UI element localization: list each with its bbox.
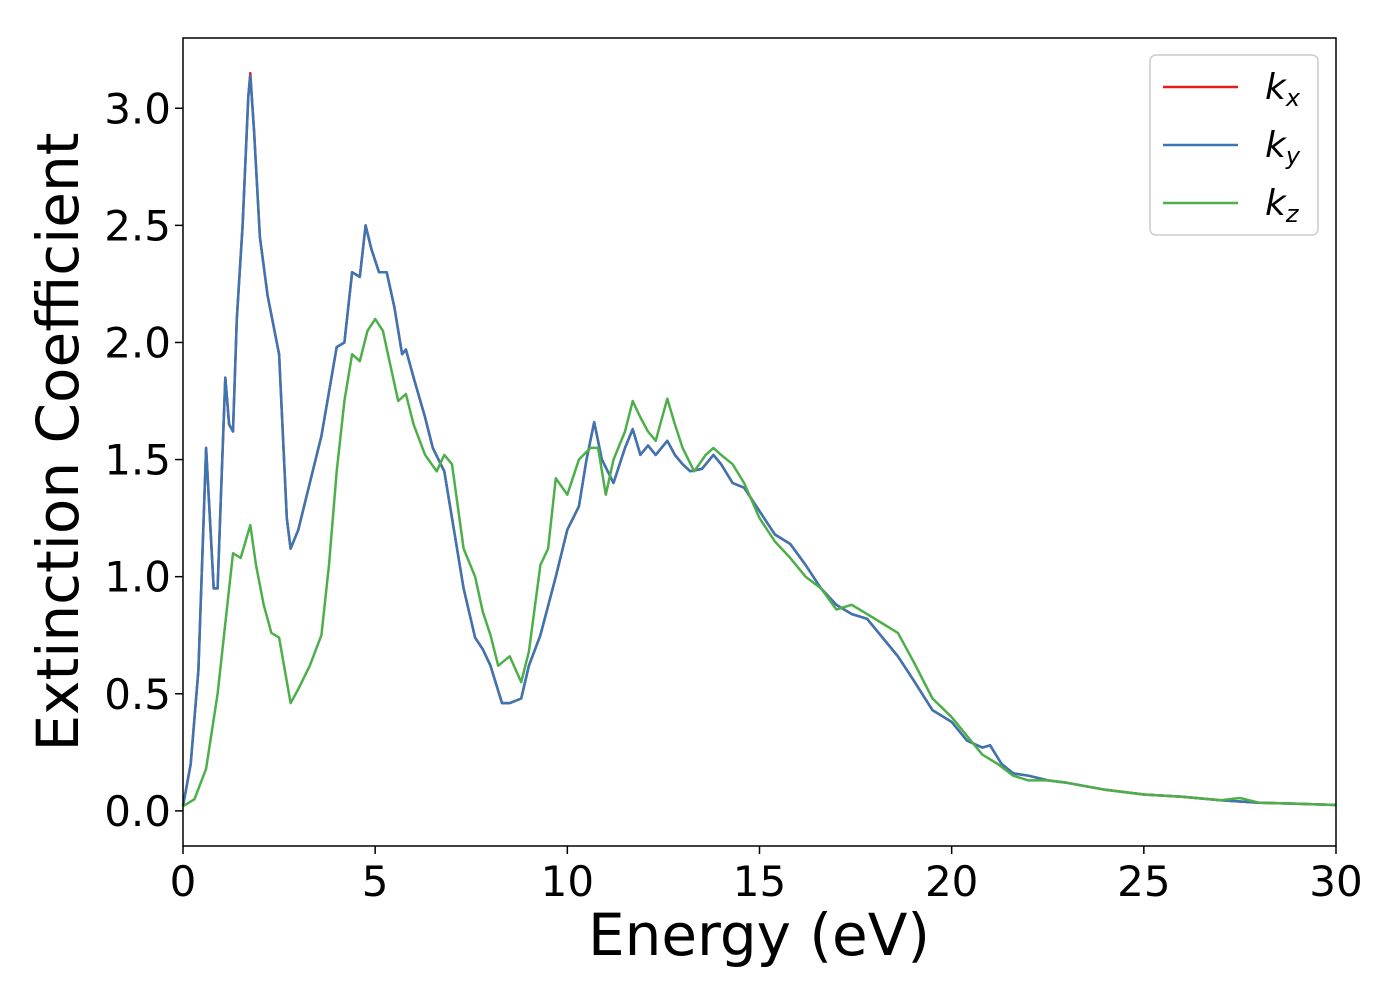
x-tick-label: 20 bbox=[925, 857, 978, 906]
y-tick-label: 2.0 bbox=[104, 318, 171, 367]
y-tick-label: 0.5 bbox=[104, 670, 171, 719]
plot-lines bbox=[181, 71, 1337, 808]
x-tick-label: 15 bbox=[733, 857, 786, 906]
y-tick-label: 1.5 bbox=[104, 436, 171, 485]
legend-label-kx: kx bbox=[1265, 67, 1301, 112]
x-tick-label: 10 bbox=[541, 857, 594, 906]
y-tick-label: 1.0 bbox=[104, 553, 171, 602]
x-tick-label: 30 bbox=[1309, 857, 1362, 906]
series-line-kz bbox=[182, 317, 1337, 808]
x-axis-title: Energy (eV) bbox=[588, 901, 930, 969]
y-axis-title: Extinction Coefficient bbox=[24, 133, 92, 752]
x-tick-label: 25 bbox=[1117, 857, 1170, 906]
y-tick-label: 0.0 bbox=[104, 787, 171, 836]
series-line-ky bbox=[181, 74, 1337, 807]
legend: kx ky kz bbox=[1149, 54, 1319, 236]
legend-label-kz: kz bbox=[1265, 183, 1300, 228]
x-tick-label: 0 bbox=[170, 857, 197, 906]
y-axis-ticks: 0.0 0.5 1.0 1.5 2.0 2.5 3.0 bbox=[104, 84, 183, 836]
y-tick-label: 2.5 bbox=[104, 201, 171, 250]
legend-label-ky: ky bbox=[1265, 125, 1301, 170]
y-tick-label: 3.0 bbox=[104, 84, 171, 133]
x-axis-ticks: 0 5 10 15 20 25 30 bbox=[170, 846, 1363, 906]
x-tick-label: 5 bbox=[362, 857, 389, 906]
